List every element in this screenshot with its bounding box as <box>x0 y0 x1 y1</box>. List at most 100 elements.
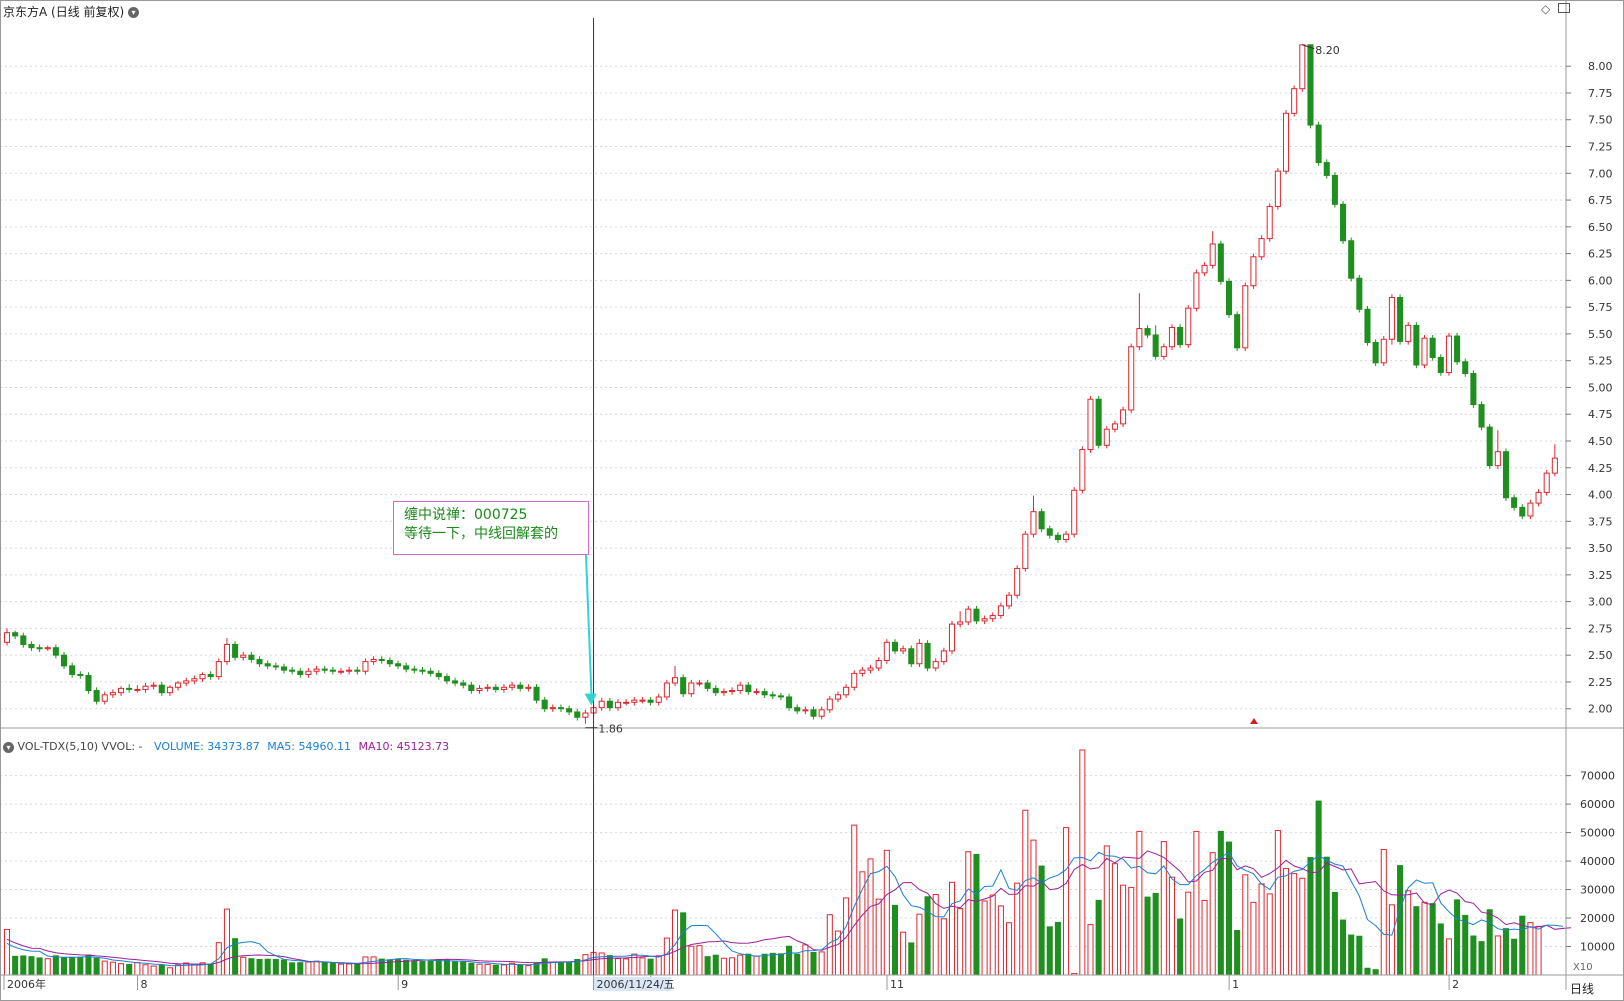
volume-bar <box>647 958 654 976</box>
volume-bar <box>940 918 947 976</box>
period-button[interactable]: 日线 <box>1570 982 1595 996</box>
volume-bar <box>240 956 247 976</box>
volume-bar <box>191 963 198 976</box>
volume-bar <box>207 964 214 976</box>
volume-bar <box>891 904 899 976</box>
candle-body <box>1225 280 1233 316</box>
price-tick-label: 8.00 <box>1588 60 1613 73</box>
candle-body <box>1535 491 1542 504</box>
candle-body <box>916 642 923 665</box>
volume-bar <box>77 956 84 976</box>
candle-body <box>989 615 996 620</box>
candle-body <box>802 709 809 712</box>
candle-body <box>1454 335 1461 363</box>
volume-ma-lines <box>6 850 1572 967</box>
volume-bar <box>557 962 564 976</box>
volume-bar <box>427 960 434 976</box>
volume-bar <box>614 958 622 976</box>
candle-body <box>794 707 801 712</box>
volume-bar <box>36 957 43 976</box>
volume-bar <box>150 965 157 976</box>
candle-body <box>1095 398 1102 446</box>
volume-bar <box>158 964 165 976</box>
candle-body <box>256 658 263 665</box>
volume-bar <box>1315 800 1322 976</box>
volume-bar <box>1095 899 1102 976</box>
candle-body <box>297 670 304 675</box>
candle-body <box>1494 451 1501 467</box>
volume-bar <box>810 951 817 976</box>
cursor-date-box <box>593 977 672 991</box>
chevron-down-circle-icon[interactable]: ▾ <box>3 741 14 753</box>
candle-body <box>386 660 393 665</box>
candle-body <box>1103 428 1110 446</box>
volume-bar <box>1388 904 1395 976</box>
candle-body <box>411 668 418 671</box>
candle-body <box>631 699 638 703</box>
candle-body <box>484 686 491 689</box>
volume-bar <box>280 959 288 976</box>
candle-body <box>1502 451 1509 499</box>
candle-body <box>598 700 605 709</box>
candle-body <box>557 707 564 710</box>
chevron-down-circle-icon[interactable]: ▾ <box>128 7 140 18</box>
candle-body <box>1168 326 1175 348</box>
candle-body <box>1234 314 1241 349</box>
candle-body <box>12 632 19 637</box>
volume-bar <box>1201 899 1208 976</box>
price-tick-label: 3.25 <box>1588 569 1613 582</box>
volume-tick-label: 60000 <box>1580 798 1615 811</box>
volume-bar <box>1380 849 1387 976</box>
candle-body <box>492 686 499 690</box>
candlestick-series[interactable] <box>3 44 1558 724</box>
volume-bar <box>525 965 532 976</box>
volume-bar <box>1486 909 1493 976</box>
candle-body <box>1079 449 1086 491</box>
price-tick-label: 6.75 <box>1588 194 1613 207</box>
volume-bar <box>476 963 483 976</box>
volume-bar <box>1462 914 1469 976</box>
volume-bar <box>411 960 418 976</box>
volume-bar <box>680 912 687 976</box>
volume-bar <box>1168 876 1175 976</box>
diamond-icon[interactable]: ◇ <box>1541 2 1551 16</box>
volume-bar <box>1103 845 1110 976</box>
volume-bar <box>859 871 866 976</box>
annotation-arrowhead <box>584 693 597 706</box>
candle-body <box>378 658 385 662</box>
volume-bars[interactable] <box>3 749 1542 976</box>
price-tick-label: 7.00 <box>1588 167 1613 180</box>
volume-bar <box>1421 901 1428 976</box>
candle-body <box>1323 162 1330 176</box>
volume-bar <box>1177 918 1184 976</box>
volume-bar <box>3 928 11 976</box>
candle-body <box>1429 337 1436 358</box>
volume-bar <box>794 953 801 976</box>
candle-body <box>973 608 980 622</box>
candle-body <box>843 686 850 696</box>
candle-body <box>1331 174 1338 205</box>
volume-bar <box>321 961 328 976</box>
volume-bar <box>663 937 670 976</box>
candle-body <box>1054 534 1061 541</box>
restore-window-icon[interactable] <box>1558 3 1571 13</box>
volume-bar <box>460 961 467 976</box>
volume-bar <box>1282 867 1290 976</box>
candle-body <box>215 661 222 678</box>
volume-bar <box>761 953 768 976</box>
candle-body <box>948 623 956 652</box>
price-tick-label: 3.75 <box>1588 515 1613 528</box>
candle-body <box>166 686 173 694</box>
volume-bar <box>134 962 141 976</box>
volume-bar <box>109 961 116 976</box>
candle-body <box>1193 272 1200 309</box>
price-tick-label: 4.00 <box>1588 489 1613 502</box>
candle-body <box>1071 489 1078 535</box>
volume-bar <box>1299 877 1306 976</box>
volume-bar <box>248 958 255 976</box>
volume-bar <box>223 908 230 976</box>
candle-body <box>232 643 239 658</box>
